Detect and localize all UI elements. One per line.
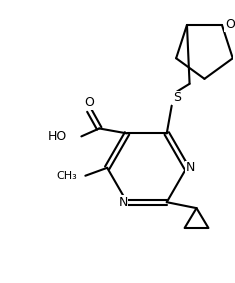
Text: O: O [84,96,94,109]
Text: N: N [186,161,195,174]
Text: HO: HO [48,130,67,143]
Text: N: N [118,196,128,209]
Text: S: S [173,91,181,104]
Text: CH₃: CH₃ [57,171,77,181]
Text: O: O [225,18,235,31]
